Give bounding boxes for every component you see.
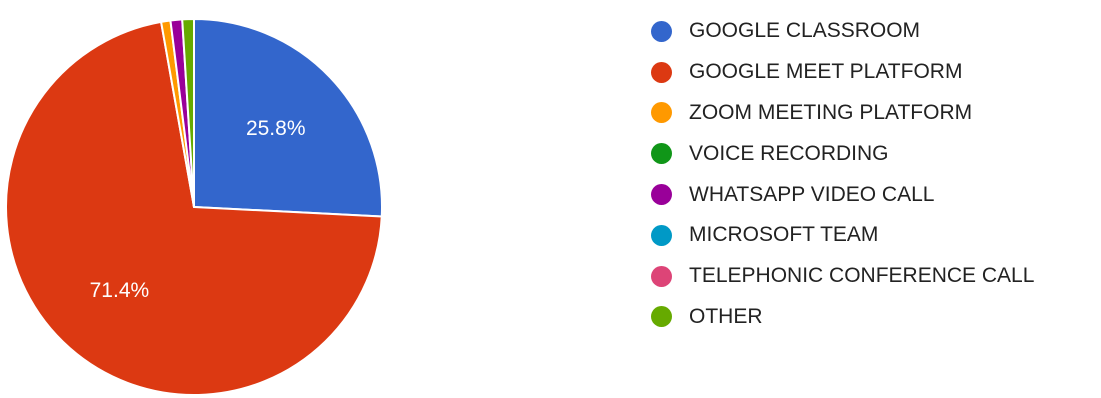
legend-label: WHATSAPP VIDEO CALL [689,182,935,206]
legend-swatch [651,184,672,206]
pie-slice-google-meet-platform [5,20,383,396]
legend-label: MICROSOFT TEAM [689,223,879,247]
legend-item-google-classroom: GOOGLE CLASSROOM [651,11,1034,52]
legend-label: GOOGLE MEET PLATFORM [689,60,963,84]
legend-swatch [651,143,672,165]
legend-item-whatsapp-video-call: WHATSAPP VIDEO CALL [651,174,1034,215]
legend-item-google-meet-platform: GOOGLE MEET PLATFORM [651,52,1034,93]
legend-swatch [651,265,672,287]
pie-chart: 25.8% 71.4% [5,18,383,396]
legend-label: OTHER [689,304,763,328]
legend-swatch [651,61,672,83]
legend-label: GOOGLE CLASSROOM [689,19,921,43]
legend-swatch [651,102,672,124]
legend-item-telephonic-conference-call: TELEPHONIC CONFERENCE CALL [651,256,1034,297]
pie-slice-google-classroom [193,18,383,218]
legend-swatch [651,306,672,328]
slice-label-google-meet-platform: 71.4% [90,279,150,302]
legend-label: TELEPHONIC CONFERENCE CALL [689,264,1035,288]
slice-label-google-classroom: 25.8% [246,117,306,140]
legend-item-microsoft-team: MICROSOFT TEAM [651,215,1034,256]
legend-item-voice-recording: VOICE RECORDING [651,133,1034,174]
pie-slice-other [181,18,195,208]
legend-item-other: OTHER [651,297,1034,338]
legend-swatch [651,224,672,246]
legend-swatch [651,20,672,42]
legend-label: ZOOM MEETING PLATFORM [689,100,973,124]
chart-legend: GOOGLE CLASSROOM GOOGLE MEET PLATFORM ZOOM… [651,11,1034,337]
legend-label: VOICE RECORDING [689,141,889,165]
legend-item-zoom-meeting-platform: ZOOM MEETING PLATFORM [651,93,1034,134]
